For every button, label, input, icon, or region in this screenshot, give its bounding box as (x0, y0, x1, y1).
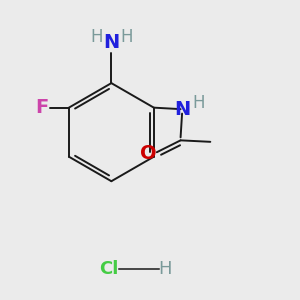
Text: H: H (120, 28, 133, 46)
Text: N: N (174, 100, 190, 118)
Text: N: N (103, 33, 119, 52)
Text: O: O (140, 144, 156, 163)
Text: H: H (192, 94, 205, 112)
Text: H: H (90, 28, 103, 46)
Text: Cl: Cl (99, 260, 118, 278)
Text: F: F (35, 98, 49, 117)
Text: H: H (158, 260, 172, 278)
